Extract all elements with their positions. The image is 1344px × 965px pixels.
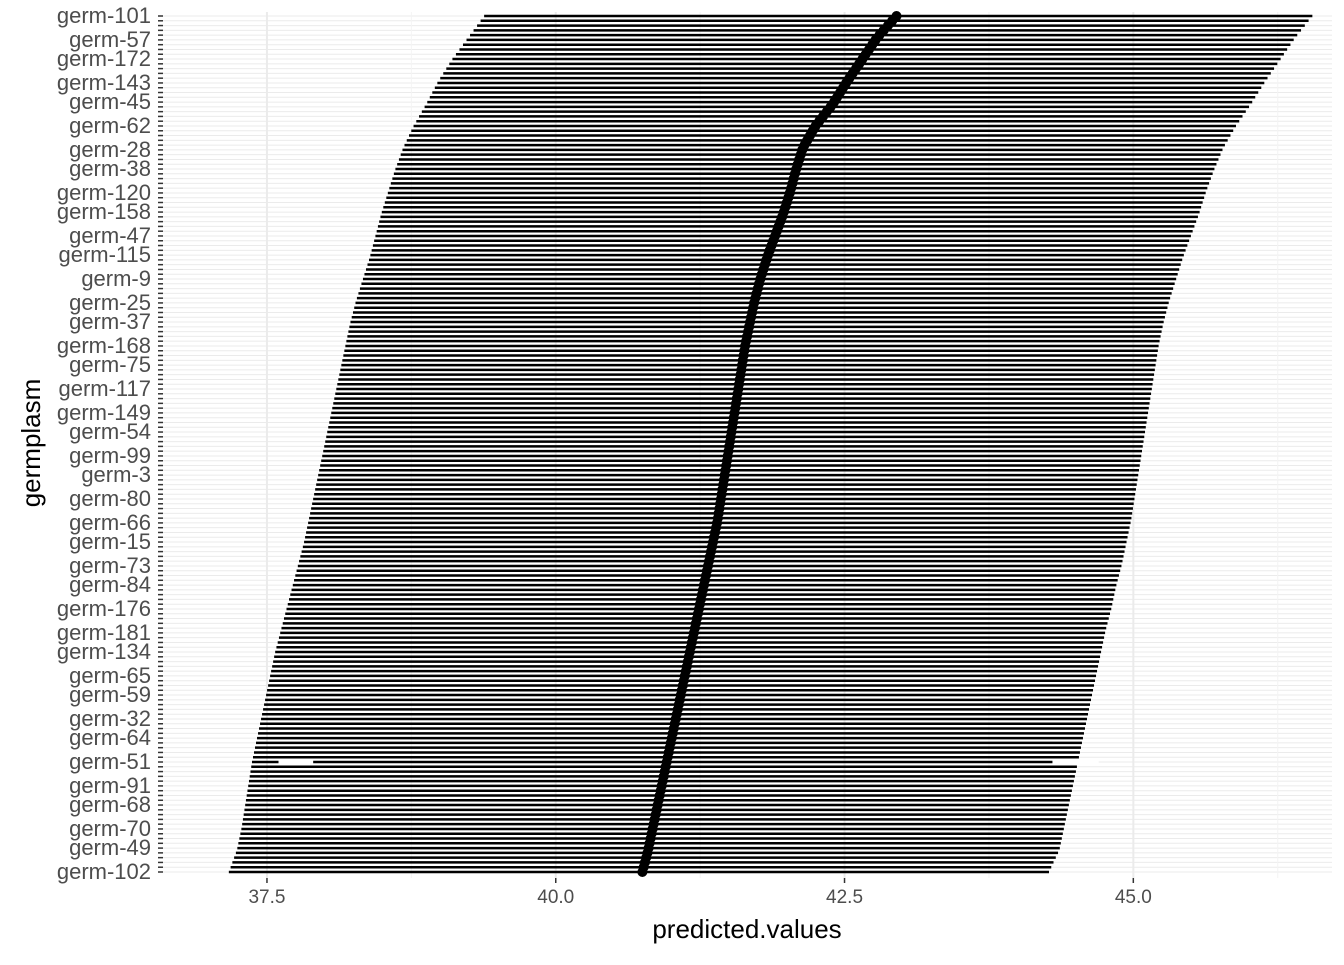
- y-tick-label: germ-51: [69, 749, 151, 774]
- y-tick-label: germ-65: [69, 663, 151, 688]
- y-tick-label: germ-15: [69, 529, 151, 554]
- y-tick-label: germ-32: [69, 706, 151, 731]
- y-tick-label: germ-70: [69, 816, 151, 841]
- y-tick-label: germ-158: [57, 199, 151, 224]
- y-tick-label: germ-3: [81, 462, 151, 487]
- y-tick-label: germ-68: [69, 792, 151, 817]
- y-tick-label: germ-134: [57, 639, 151, 664]
- x-tick-label: 42.5: [826, 887, 863, 908]
- x-axis-title: predicted.values: [652, 914, 841, 944]
- y-tick-label: germ-54: [69, 419, 151, 444]
- y-tick-label: germ-143: [57, 70, 151, 95]
- y-axis-title: germplasm: [16, 379, 46, 508]
- y-tick-label: germ-9: [81, 266, 151, 291]
- x-tick-label: 45.0: [1115, 887, 1152, 908]
- y-tick-label: germ-102: [57, 859, 151, 884]
- y-tick-label: germ-66: [69, 510, 151, 535]
- y-tick-label: germ-28: [69, 137, 151, 162]
- y-tick-label: germ-64: [69, 725, 151, 750]
- y-tick-label: germ-84: [69, 572, 151, 597]
- y-tick-label: germ-117: [58, 376, 151, 401]
- y-tick-label: germ-120: [57, 180, 151, 205]
- y-tick-label: germ-149: [57, 400, 151, 425]
- y-tick-label: germ-80: [69, 486, 151, 511]
- y-tick-label: germ-73: [69, 553, 151, 578]
- x-tick-label: 37.5: [248, 887, 285, 908]
- y-tick-label: germ-168: [57, 333, 151, 358]
- y-tick-label: germ-101: [57, 3, 151, 28]
- predicted-point: [891, 11, 902, 21]
- y-tick-label: germ-91: [69, 773, 151, 798]
- y-tick-label: germ-176: [57, 596, 151, 621]
- y-tick-label: germ-62: [69, 113, 151, 138]
- y-tick-label: germ-25: [69, 290, 151, 315]
- y-tick-label: germ-47: [69, 223, 151, 248]
- x-tick-label: 40.0: [537, 887, 574, 908]
- y-tick-label: germ-38: [69, 156, 151, 181]
- x-axis: 37.5 40.0 42.5 45.0: [248, 878, 1152, 908]
- y-tick-label: germ-45: [69, 89, 151, 114]
- y-tick-label: germ-37: [69, 309, 151, 334]
- y-axis: germ-102germ-49germ-70germ-68germ-91germ…: [57, 3, 163, 884]
- y-tick-label: germ-49: [69, 835, 151, 860]
- y-tick-label: germ-57: [69, 27, 151, 52]
- point-layer: [637, 11, 902, 877]
- y-tick-label: germ-59: [69, 682, 151, 707]
- y-tick-label: germ-181: [57, 620, 151, 645]
- y-tick-label: germ-115: [58, 242, 151, 267]
- y-tick-label: germ-172: [57, 46, 151, 71]
- y-tick-label: germ-75: [69, 352, 151, 377]
- y-tick-label: germ-99: [69, 443, 151, 468]
